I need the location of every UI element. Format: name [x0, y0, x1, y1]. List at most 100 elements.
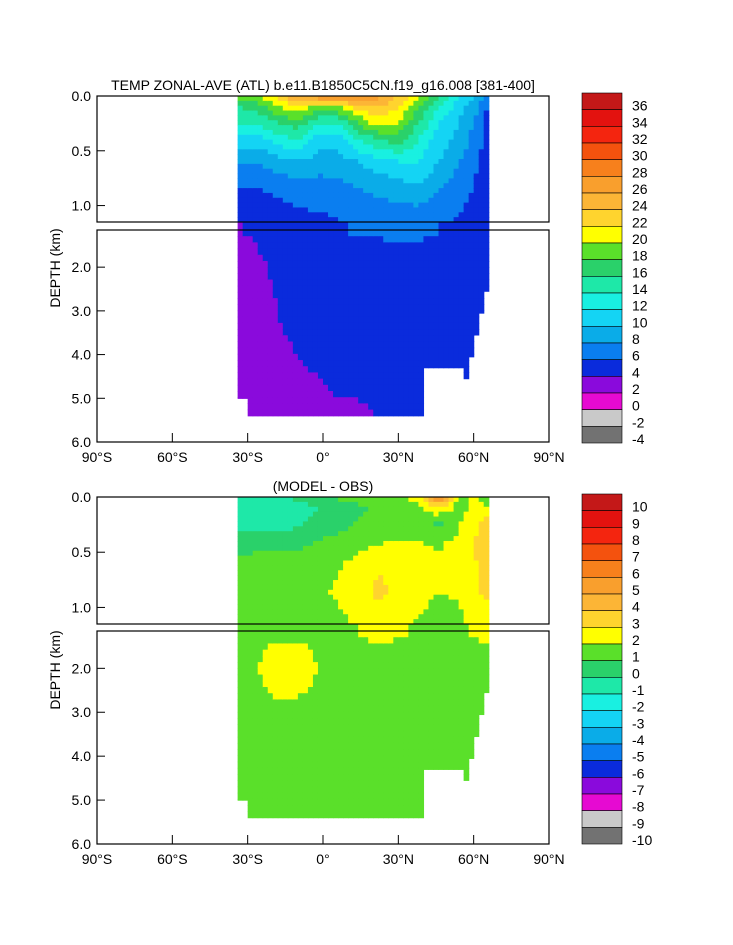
field-cell: [312, 254, 319, 262]
field-cell: [247, 168, 254, 175]
field-cell: [413, 285, 420, 293]
field-cell: [257, 584, 264, 591]
field-cell: [428, 540, 435, 547]
field-cell: [373, 570, 379, 576]
field-cell: [317, 668, 324, 676]
field-cell: [267, 786, 274, 794]
colorbar-swatch: [581, 226, 623, 244]
field-cell: [247, 335, 254, 343]
field-cell: [323, 304, 329, 312]
field-cell: [378, 540, 384, 547]
field-cell: [373, 609, 379, 615]
field-cell: [343, 329, 349, 336]
field-cell: [338, 680, 344, 688]
field-cell: [297, 335, 304, 343]
field-cell: [463, 96, 470, 102]
field-cell: [277, 125, 284, 131]
field-cell: [323, 188, 329, 194]
field-cell: [277, 724, 284, 732]
field-cell: [443, 285, 450, 293]
field-cell: [388, 619, 394, 625]
field-cell: [317, 655, 324, 663]
field-cell: [448, 134, 455, 141]
field-cell: [373, 668, 379, 676]
field-cell: [348, 805, 354, 813]
field-cell: [438, 139, 445, 146]
field-cell: [393, 217, 399, 223]
field-cell: [343, 811, 349, 819]
field-cell: [483, 105, 490, 112]
field-cell: [428, 347, 435, 355]
field-cell: [277, 516, 284, 523]
field-cell: [388, 545, 394, 552]
field-cell: [448, 353, 455, 361]
field-cell: [317, 248, 324, 256]
field-cell: [403, 589, 409, 596]
field-cell: [363, 372, 369, 380]
field-cell: [358, 366, 364, 374]
field-cell: [383, 705, 389, 713]
field-cell: [282, 409, 289, 417]
field-cell: [373, 125, 379, 131]
field-cell: [292, 693, 299, 701]
field-cell: [468, 178, 475, 184]
field-cell: [443, 222, 450, 237]
field-cell: [413, 341, 420, 349]
field-cell: [398, 555, 404, 562]
field-cell: [282, 397, 289, 404]
field-cell: [297, 506, 304, 513]
field-cell: [468, 329, 475, 336]
field-cell: [403, 662, 409, 669]
field-cell: [252, 316, 259, 324]
field-cell: [292, 811, 299, 819]
field-cell: [287, 584, 294, 591]
field-cell: [378, 686, 384, 694]
difference-panel: (MODEL - OBS) DEPTH (km) 90°S 60°S 30°S 0° 3…: [47, 478, 652, 867]
field-cell: [358, 285, 364, 293]
field-cell: [383, 322, 389, 330]
field-cell: [262, 149, 269, 155]
field-cell: [328, 599, 334, 606]
field-cell: [277, 409, 284, 417]
field-cell: [433, 555, 440, 562]
field-cell: [312, 212, 319, 218]
field-cell: [292, 637, 299, 645]
field-cell: [307, 516, 314, 523]
field-cell: [282, 100, 289, 107]
field-cell: [463, 279, 470, 287]
field-cell: [333, 267, 339, 274]
field-cell: [363, 384, 369, 392]
field-cell: [242, 540, 249, 547]
field-cell: [398, 316, 404, 324]
field-cell: [453, 222, 460, 237]
field-cell: [403, 409, 409, 417]
field-cell: [262, 178, 269, 184]
field-cell: [287, 718, 294, 725]
field-cell: [408, 736, 414, 744]
field-cell: [373, 711, 379, 719]
field-cell: [307, 674, 314, 682]
field-cell: [408, 100, 414, 107]
field-cell: [418, 120, 425, 126]
field-cell: [473, 248, 480, 256]
field-cell: [378, 335, 384, 343]
field-cell: [302, 192, 309, 199]
field-cell: [353, 202, 359, 209]
field-cell: [408, 403, 414, 411]
field-cell: [333, 686, 339, 694]
field-cell: [262, 335, 269, 343]
field-cell: [433, 129, 440, 136]
field-cell: [302, 285, 309, 293]
field-cell: [403, 724, 409, 732]
field-cell: [413, 298, 420, 305]
field-cell: [312, 501, 319, 508]
field-cell: [267, 366, 274, 374]
field-cell: [378, 526, 384, 532]
field-cell: [252, 584, 259, 591]
field-cell: [358, 173, 364, 179]
field-cell: [237, 536, 244, 542]
field-cell: [378, 279, 384, 287]
field-cell: [483, 273, 490, 281]
field-cell: [257, 521, 264, 527]
field-cell: [277, 298, 284, 305]
